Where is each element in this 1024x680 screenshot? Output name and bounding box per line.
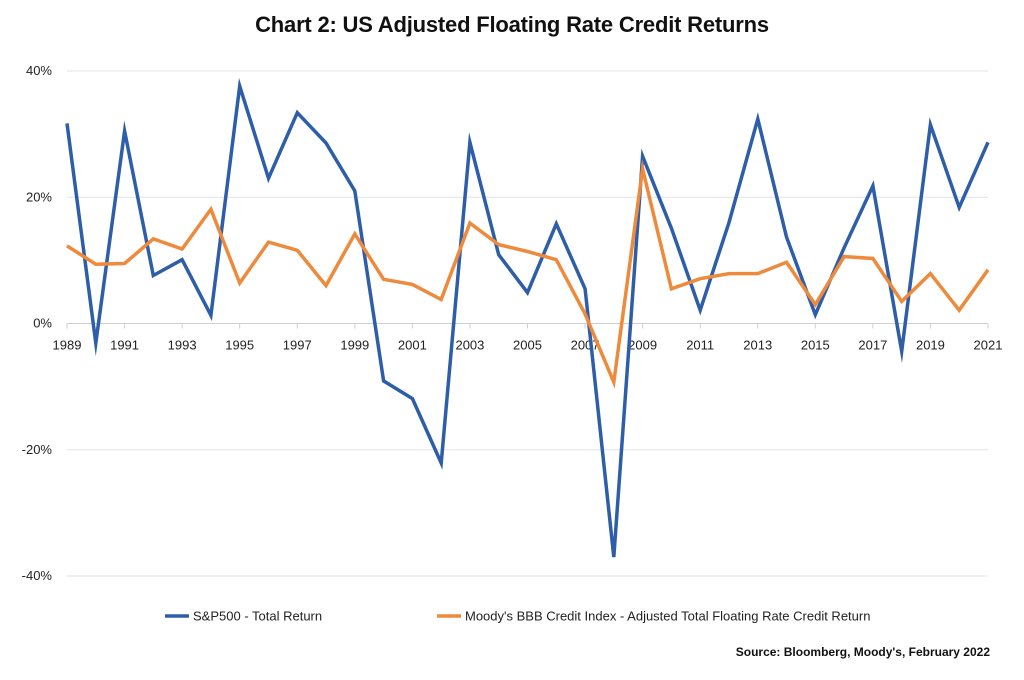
x-tick-label: 2015: [801, 338, 830, 353]
series-lines: [65, 77, 990, 558]
x-tick-label: 2003: [455, 338, 484, 353]
x-tick-label: 2019: [916, 338, 945, 353]
legend: S&P500 - Total Return Moody's BBB Credit …: [165, 609, 870, 624]
legend-label-1: S&P500 - Total Return: [193, 609, 322, 624]
x-tick-label: 2021: [974, 338, 1003, 353]
series-line-1: [65, 77, 990, 558]
series-line-2: [66, 159, 990, 389]
gridlines: [66, 70, 989, 577]
x-tick-label: 2009: [628, 338, 657, 353]
y-tick-label: 20%: [26, 189, 52, 204]
chart-title: Chart 2: US Adjusted Floating Rate Credi…: [255, 12, 769, 37]
legend-label-2: Moody's BBB Credit Index - Adjusted Tota…: [465, 609, 870, 624]
y-tick-label: -40%: [22, 568, 53, 583]
x-axis-tick-labels: 1989 1991 1993 1995 1997 1999 2001 2003 2005 2007…: [53, 338, 1003, 353]
y-tick-label: -20%: [22, 442, 53, 457]
y-tick-label: 40%: [26, 63, 52, 78]
x-tick-label: 2013: [743, 338, 772, 353]
x-tick-label: 2017: [858, 338, 887, 353]
x-tick-label: 1989: [53, 338, 82, 353]
x-tick-label: 1999: [340, 338, 369, 353]
y-axis-tick-labels: 40% 20% 0% -20% -40%: [22, 63, 53, 583]
x-tick-label: 2001: [398, 338, 427, 353]
x-tick-label: 2011: [686, 338, 714, 353]
y-tick-label: 0%: [33, 316, 52, 331]
x-tick-label: 1997: [283, 338, 312, 353]
x-tick-label: 1995: [225, 338, 254, 353]
x-tick-label: 1991: [110, 338, 139, 353]
x-tick-label: 2005: [513, 338, 542, 353]
x-tick-label: 1993: [168, 338, 197, 353]
source-note: Source: Bloomberg, Moody's, February 202…: [735, 645, 990, 659]
